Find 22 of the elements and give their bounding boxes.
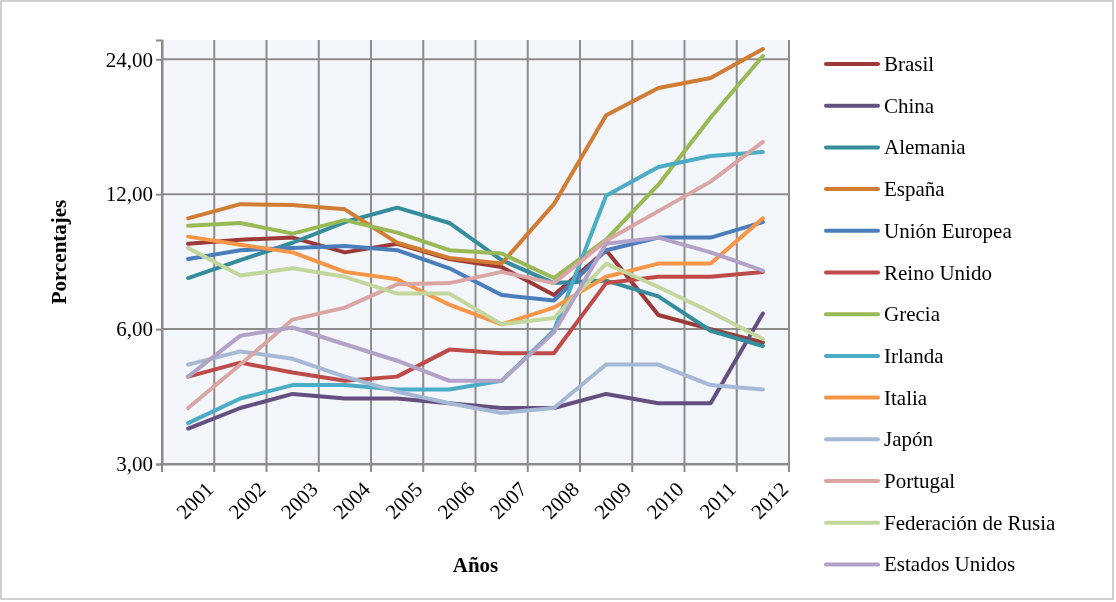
legend-label: Brasil bbox=[884, 52, 935, 76]
x-axis-title: Años bbox=[452, 553, 499, 577]
y-axis-title: Porcentajes bbox=[47, 199, 71, 305]
legend-label: Unión Europea bbox=[884, 218, 1013, 243]
y-tick-label: 12,00 bbox=[105, 182, 153, 207]
legend-label: Japón bbox=[884, 427, 934, 452]
legend-label: España bbox=[884, 177, 946, 202]
legend-label: Reino Unido bbox=[884, 260, 992, 285]
legend-label: China bbox=[884, 93, 935, 118]
line-series bbox=[186, 349, 765, 415]
legend-label: Irlanda bbox=[884, 343, 945, 368]
y-tick-label: 3,00 bbox=[116, 452, 153, 477]
line-series bbox=[186, 235, 765, 383]
legend-label: Italia bbox=[884, 385, 928, 410]
legend-label: Federación de Rusia bbox=[884, 510, 1057, 535]
legend-label: Portugal bbox=[884, 469, 956, 493]
legend-label: Estados Unidos bbox=[884, 552, 1016, 577]
y-tick-label: 6,00 bbox=[116, 317, 153, 342]
x-tick-label: 2011 bbox=[694, 477, 741, 524]
legend-label: Alemania bbox=[884, 135, 967, 160]
legend-label: Grecia bbox=[884, 302, 941, 327]
y-tick-label: 24,00 bbox=[105, 47, 153, 72]
